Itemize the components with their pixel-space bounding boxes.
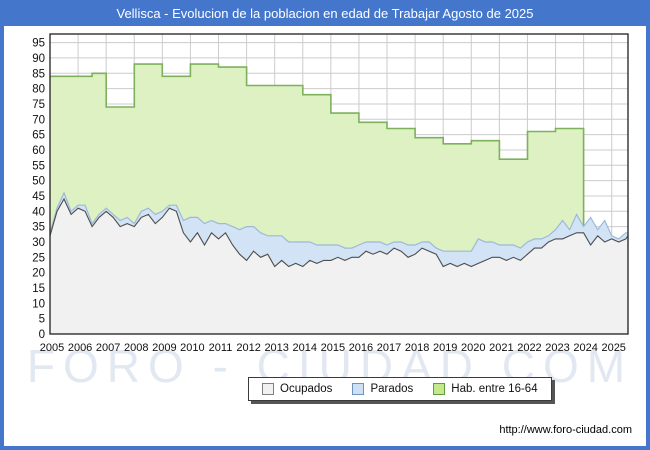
svg-text:25: 25 <box>32 252 45 264</box>
svg-text:10: 10 <box>32 298 45 310</box>
svg-text:2012: 2012 <box>236 342 260 354</box>
svg-text:95: 95 <box>32 38 45 50</box>
svg-text:2016: 2016 <box>349 342 373 354</box>
ocupados-swatch-icon <box>262 383 274 395</box>
svg-text:35: 35 <box>32 222 45 234</box>
svg-text:85: 85 <box>32 68 45 80</box>
svg-text:65: 65 <box>32 130 45 142</box>
chart-title: Vellisca - Evolucion de la poblacion en … <box>116 5 534 21</box>
legend-label-parados: Parados <box>370 383 414 395</box>
svg-text:20: 20 <box>32 268 45 280</box>
svg-text:0: 0 <box>39 329 45 341</box>
svg-text:2021: 2021 <box>489 342 513 354</box>
hab-swatch-icon <box>433 383 446 395</box>
svg-text:40: 40 <box>32 206 45 218</box>
svg-text:15: 15 <box>32 283 45 295</box>
svg-text:2017: 2017 <box>377 342 401 354</box>
svg-text:2005: 2005 <box>40 342 64 354</box>
svg-text:2006: 2006 <box>68 342 92 354</box>
svg-text:80: 80 <box>32 84 45 96</box>
legend: Ocupados Parados Hab. entre 16-64 <box>248 377 552 401</box>
svg-text:55: 55 <box>32 160 45 172</box>
svg-text:60: 60 <box>32 145 45 157</box>
svg-text:2025: 2025 <box>601 342 625 354</box>
svg-text:2018: 2018 <box>405 342 429 354</box>
svg-text:2022: 2022 <box>517 342 541 354</box>
legend-item-ocupados: Ocupados <box>262 383 332 395</box>
svg-text:75: 75 <box>32 99 45 111</box>
x-axis-labels: 2005 2006 2007 2008 2009 2010 2011 2012 2013 2014… <box>40 342 626 354</box>
series-ocupados-area <box>49 197 629 334</box>
svg-text:2014: 2014 <box>293 342 317 354</box>
legend-label-ocupados: Ocupados <box>280 383 333 395</box>
svg-text:2015: 2015 <box>321 342 345 354</box>
svg-text:2011: 2011 <box>209 342 233 354</box>
svg-text:2024: 2024 <box>573 342 597 354</box>
svg-text:2008: 2008 <box>124 342 148 354</box>
svg-text:50: 50 <box>32 176 45 188</box>
svg-text:5: 5 <box>39 314 45 326</box>
chart-area: FORO - CIUDAD.COM95908580757065605550454… <box>27 33 629 392</box>
title-bar: Vellisca - Evolucion de la poblacion en … <box>4 0 646 26</box>
plot-border <box>49 33 629 335</box>
svg-text:2010: 2010 <box>180 342 204 354</box>
svg-text:70: 70 <box>32 114 45 126</box>
svg-text:2007: 2007 <box>96 342 120 354</box>
svg-text:2013: 2013 <box>264 342 288 354</box>
svg-text:45: 45 <box>32 191 45 203</box>
svg-text:30: 30 <box>32 237 45 249</box>
parados-swatch-icon <box>352 383 365 395</box>
svg-text:2019: 2019 <box>433 342 457 354</box>
svg-text:2009: 2009 <box>152 342 176 354</box>
svg-text:2023: 2023 <box>545 342 569 354</box>
legend-label-hab: Hab. entre 16-64 <box>451 383 538 395</box>
svg-text:90: 90 <box>32 53 45 65</box>
legend-item-parados: Parados <box>352 383 413 395</box>
svg-text:2020: 2020 <box>461 342 485 354</box>
legend-item-hab: Hab. entre 16-64 <box>433 383 538 395</box>
footer-url-link[interactable]: http://www.foro-ciudad.com <box>499 424 632 436</box>
